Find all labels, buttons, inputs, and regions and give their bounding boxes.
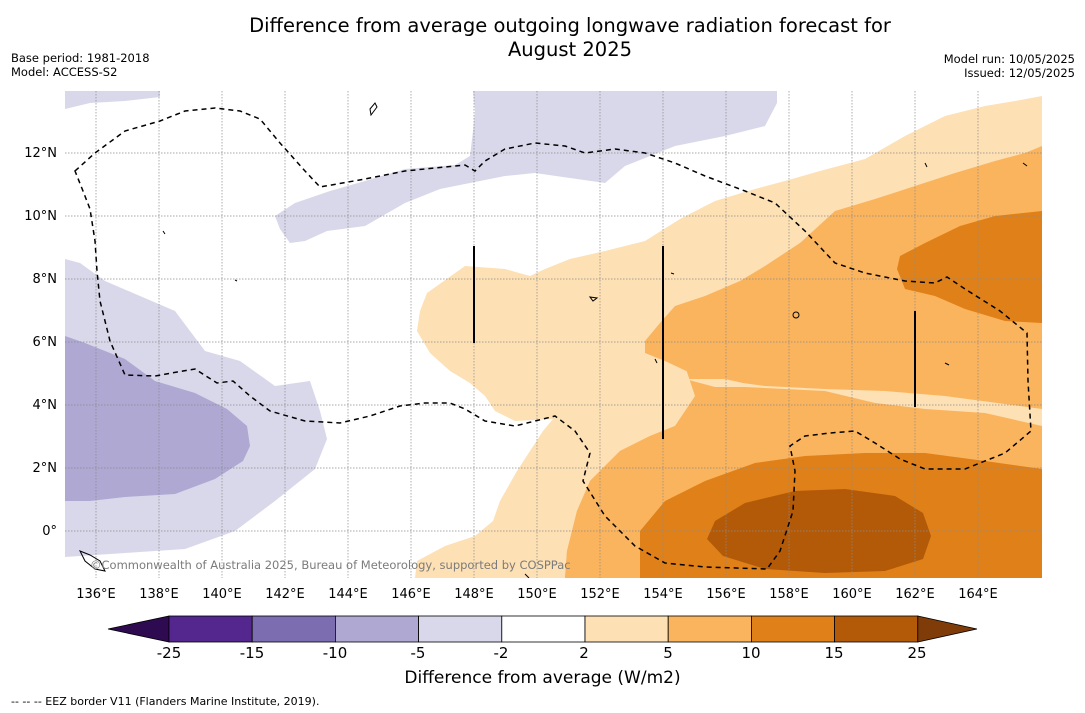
colorbar-tick-label: -10 [322,644,348,662]
x-tick-label: 150°E [517,587,557,602]
colorbar-segment [501,615,586,643]
x-tick-label: 148°E [454,587,494,602]
base-period: Base period: 1981-2018 [11,51,150,65]
y-tick-label: 2°N [32,461,58,476]
x-tick-label: 162°E [895,587,935,602]
anomaly-region-neg-light-north [65,91,160,109]
colorbar-tick-label: 10 [741,644,761,662]
colorbar-segment [667,615,752,643]
copyright-notice: ©Commonwealth of Australia 2025, Bureau … [90,558,571,572]
y-tick-label: 8°N [32,272,58,287]
colorbar-graphic [107,615,978,643]
x-tick-label: 146°E [391,587,431,602]
colorbar-tick-label: -25 [156,644,182,662]
colorbar [105,612,981,650]
x-tick-label: 140°E [202,587,242,602]
colorbar-segment [751,615,836,643]
meta-right: Model run: 10/05/2025 Issued: 12/05/2025 [944,52,1075,80]
islands [78,102,1028,578]
eez-footnote: -- -- -- EEZ border V11 (Flanders Marine… [11,695,320,708]
colorbar-arrow-high [917,615,978,643]
y-tick-label: 12°N [24,146,57,161]
chart-title: Difference from average outgoing longwav… [0,14,1085,62]
colorbar-segment [584,615,669,643]
x-tick-label: 144°E [328,587,368,602]
x-tick-label: 164°E [958,587,998,602]
y-tick-label: 0° [42,524,57,539]
x-tick-label: 154°E [643,587,683,602]
colorbar-tick-label: 25 [907,644,927,662]
x-tick-label: 138°E [139,587,179,602]
x-tick-label: 156°E [706,587,746,602]
colorbar-segment [168,615,253,643]
olr-anomaly-map [65,91,1042,578]
chart-title-line2: August 2025 [507,38,633,61]
x-tick-label: 158°E [769,587,809,602]
x-tick-label: 136°E [76,587,116,602]
issued-date: Issued: 12/05/2025 [964,66,1075,80]
model-name: Model: ACCESS-S2 [11,65,118,79]
map-panel [65,91,1042,578]
eez-border [74,107,1032,570]
model-run: Model run: 10/05/2025 [943,52,1075,66]
colorbar-segment [834,615,919,643]
anomaly-region-pos-strong-east [897,211,1042,323]
meta-left: Base period: 1981-2018 Model: ACCESS-S2 [11,51,150,79]
anomaly-region-neg-medium-west [65,336,250,501]
y-tick-label: 4°N [32,398,58,413]
colorbar-label: Difference from average (W/m2) [404,668,681,688]
colorbar-tick-label: -15 [239,644,265,662]
gridlines [65,91,1042,578]
y-tick-label: 6°N [32,335,58,350]
colorbar-tick-label: 15 [824,644,844,662]
colorbar-segment [334,615,419,643]
colorbar-arrow-low [107,615,170,643]
colorbar-segment [418,615,503,643]
colorbar-tick-label: -5 [410,644,426,662]
colorbar-tick-label: 2 [579,644,589,662]
colorbar-tick-label: 5 [663,644,673,662]
colorbar-segment [251,615,336,643]
chart-title-line1: Difference from average outgoing longwav… [249,14,891,37]
anomaly-region-neg-light-north-central [275,91,777,243]
x-tick-label: 152°E [580,587,620,602]
x-tick-label: 160°E [832,587,872,602]
y-tick-label: 10°N [24,209,57,224]
anomaly-region-pos-strip [685,379,1042,426]
colorbar-tick-label: -2 [493,644,509,662]
x-tick-label: 142°E [265,587,305,602]
